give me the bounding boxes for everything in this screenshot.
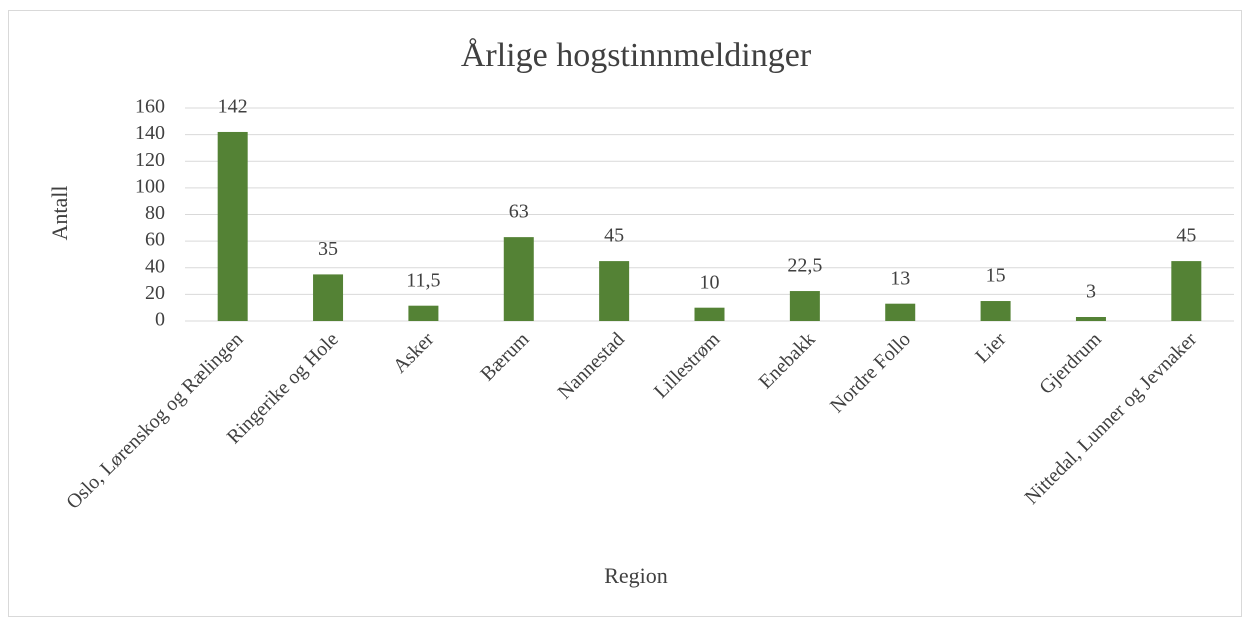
y-tick-label: 140 — [135, 122, 165, 144]
data-label: 142 — [218, 96, 248, 118]
chart-title: Årlige hogstinnmeldinger — [461, 37, 812, 74]
bar — [885, 303, 916, 321]
bar — [599, 261, 630, 321]
data-label: 11,5 — [406, 269, 440, 291]
data-label: 10 — [700, 271, 720, 293]
y-axis-label: Antall — [47, 186, 72, 241]
bar — [1171, 261, 1202, 321]
data-label: 63 — [509, 201, 529, 223]
y-tick-label: 80 — [145, 202, 165, 224]
x-axis-label: Region — [604, 563, 668, 588]
data-label: 45 — [604, 225, 624, 247]
bar — [1075, 317, 1106, 321]
data-label: 35 — [318, 238, 338, 260]
bar — [980, 301, 1011, 321]
bar — [313, 274, 344, 321]
bar — [503, 237, 534, 321]
bar — [217, 131, 248, 321]
y-tick-label: 160 — [135, 96, 165, 118]
bar — [694, 307, 725, 321]
y-tick-label: 20 — [145, 282, 165, 304]
data-label: 45 — [1176, 225, 1196, 247]
y-tick-label: 40 — [145, 255, 165, 277]
data-label: 15 — [986, 265, 1006, 287]
y-tick-label: 100 — [135, 175, 165, 197]
y-tick-label: 60 — [145, 229, 165, 251]
bar — [408, 305, 439, 321]
data-label: 3 — [1086, 281, 1096, 303]
y-tick-label: 0 — [155, 309, 165, 331]
y-tick-label: 120 — [135, 149, 165, 171]
bar — [789, 291, 820, 321]
data-label: 22,5 — [787, 255, 822, 277]
data-label: 13 — [890, 267, 910, 289]
